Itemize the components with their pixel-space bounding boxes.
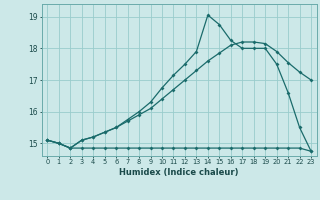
X-axis label: Humidex (Indice chaleur): Humidex (Indice chaleur) xyxy=(119,168,239,177)
